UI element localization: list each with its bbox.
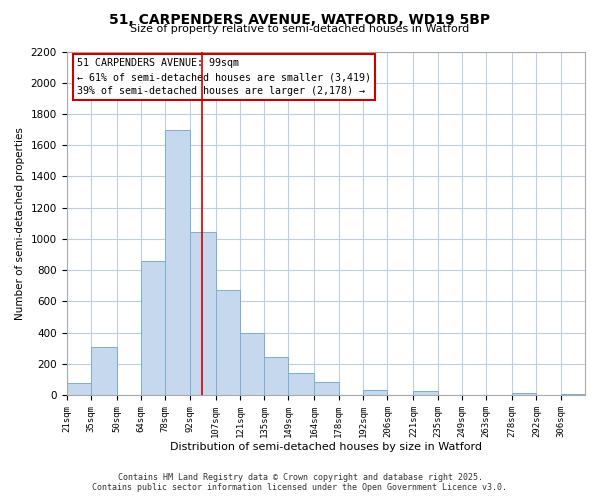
Bar	[166, 130, 190, 395]
Bar	[363, 390, 388, 395]
Bar	[240, 334, 264, 395]
Bar	[413, 391, 437, 395]
Bar	[264, 356, 289, 395]
Bar	[314, 382, 339, 395]
Y-axis label: Number of semi-detached properties: Number of semi-detached properties	[15, 127, 25, 320]
Bar	[512, 394, 536, 395]
Text: 51, CARPENDERS AVENUE, WATFORD, WD19 5BP: 51, CARPENDERS AVENUE, WATFORD, WD19 5BP	[109, 12, 491, 26]
Bar	[190, 232, 215, 395]
Bar	[91, 346, 117, 395]
Bar	[141, 260, 166, 395]
Text: 51 CARPENDERS AVENUE: 99sqm
← 61% of semi-detached houses are smaller (3,419)
39: 51 CARPENDERS AVENUE: 99sqm ← 61% of sem…	[77, 58, 371, 96]
Bar	[215, 290, 240, 395]
Text: Contains HM Land Registry data © Crown copyright and database right 2025.
Contai: Contains HM Land Registry data © Crown c…	[92, 473, 508, 492]
Bar	[561, 394, 585, 395]
X-axis label: Distribution of semi-detached houses by size in Watford: Distribution of semi-detached houses by …	[170, 442, 482, 452]
Bar	[289, 373, 314, 395]
Text: Size of property relative to semi-detached houses in Watford: Size of property relative to semi-detach…	[130, 24, 470, 34]
Bar	[67, 384, 91, 395]
